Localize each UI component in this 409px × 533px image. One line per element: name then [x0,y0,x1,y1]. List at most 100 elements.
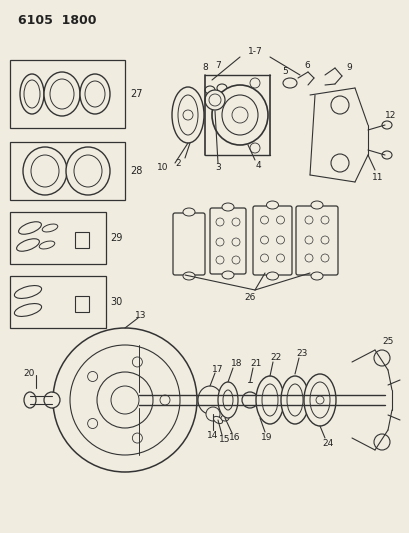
Ellipse shape [42,224,58,232]
Ellipse shape [74,155,102,187]
Ellipse shape [44,72,80,116]
Ellipse shape [304,236,312,244]
Ellipse shape [205,407,220,421]
Text: 8: 8 [202,63,207,72]
Ellipse shape [231,256,239,264]
Text: 6105  1800: 6105 1800 [18,14,96,27]
FancyBboxPatch shape [173,213,204,275]
Text: 28: 28 [130,166,142,176]
Ellipse shape [70,345,180,455]
Text: 23: 23 [296,350,307,359]
Ellipse shape [320,254,328,262]
Ellipse shape [178,95,198,135]
Ellipse shape [80,74,110,114]
Ellipse shape [39,241,55,249]
Ellipse shape [231,218,239,226]
Ellipse shape [132,357,142,367]
Text: 13: 13 [135,311,146,319]
Bar [10,276,106,328]
Ellipse shape [211,85,267,145]
Ellipse shape [276,254,284,262]
Bar [10,212,106,264]
Ellipse shape [255,376,283,424]
Ellipse shape [266,272,278,280]
Ellipse shape [241,392,257,408]
Ellipse shape [231,238,239,246]
Text: 22: 22 [270,353,281,362]
Ellipse shape [222,390,232,410]
FancyBboxPatch shape [209,208,245,274]
Ellipse shape [14,304,41,317]
Ellipse shape [66,147,110,195]
Ellipse shape [249,78,259,88]
Ellipse shape [97,372,153,428]
Text: 27: 27 [130,89,142,99]
Text: 16: 16 [229,433,240,442]
Ellipse shape [23,147,67,195]
Ellipse shape [315,396,323,404]
Ellipse shape [182,110,193,120]
Ellipse shape [216,256,223,264]
Ellipse shape [304,254,312,262]
Ellipse shape [216,218,223,226]
Text: 26: 26 [244,293,255,302]
Ellipse shape [304,216,312,224]
Ellipse shape [88,372,97,382]
Ellipse shape [310,272,322,280]
Ellipse shape [309,382,329,418]
Ellipse shape [286,384,302,416]
Text: 18: 18 [231,359,242,368]
Ellipse shape [204,90,225,110]
Ellipse shape [381,121,391,129]
Ellipse shape [320,216,328,224]
Ellipse shape [160,395,170,405]
Text: 29: 29 [110,233,122,243]
Ellipse shape [260,254,268,262]
Ellipse shape [280,376,308,424]
Text: 17: 17 [212,365,223,374]
Text: 12: 12 [384,110,396,119]
Ellipse shape [14,286,41,298]
Ellipse shape [182,208,195,216]
Text: 21: 21 [250,359,261,368]
Ellipse shape [381,151,391,159]
Text: 2: 2 [175,158,180,167]
Text: 19: 19 [261,432,272,441]
Ellipse shape [218,382,237,418]
Ellipse shape [16,239,39,251]
Text: 24: 24 [321,439,333,448]
Ellipse shape [20,74,44,114]
Ellipse shape [310,201,322,209]
Text: 6: 6 [303,61,309,69]
Ellipse shape [221,203,234,211]
Ellipse shape [198,386,221,414]
Bar [75,296,89,312]
Ellipse shape [330,96,348,114]
Ellipse shape [303,374,335,426]
Ellipse shape [24,392,36,408]
Text: 9: 9 [345,63,351,72]
Ellipse shape [330,154,348,172]
Ellipse shape [31,155,59,187]
Ellipse shape [209,94,220,106]
Text: 11: 11 [371,174,382,182]
Text: 25: 25 [381,337,393,346]
Text: 7: 7 [215,61,220,69]
Ellipse shape [221,271,234,279]
Bar [10,60,125,128]
Ellipse shape [216,238,223,246]
Ellipse shape [172,87,204,143]
Text: 5: 5 [281,68,287,77]
Text: 3: 3 [215,164,220,173]
Ellipse shape [276,216,284,224]
Ellipse shape [85,81,105,107]
Text: 14: 14 [207,431,218,440]
Ellipse shape [249,143,259,153]
Ellipse shape [88,418,97,429]
Ellipse shape [132,433,142,443]
Text: 15: 15 [219,434,230,443]
Ellipse shape [204,394,216,406]
FancyBboxPatch shape [295,206,337,275]
Text: 10: 10 [157,164,169,173]
Ellipse shape [260,236,268,244]
